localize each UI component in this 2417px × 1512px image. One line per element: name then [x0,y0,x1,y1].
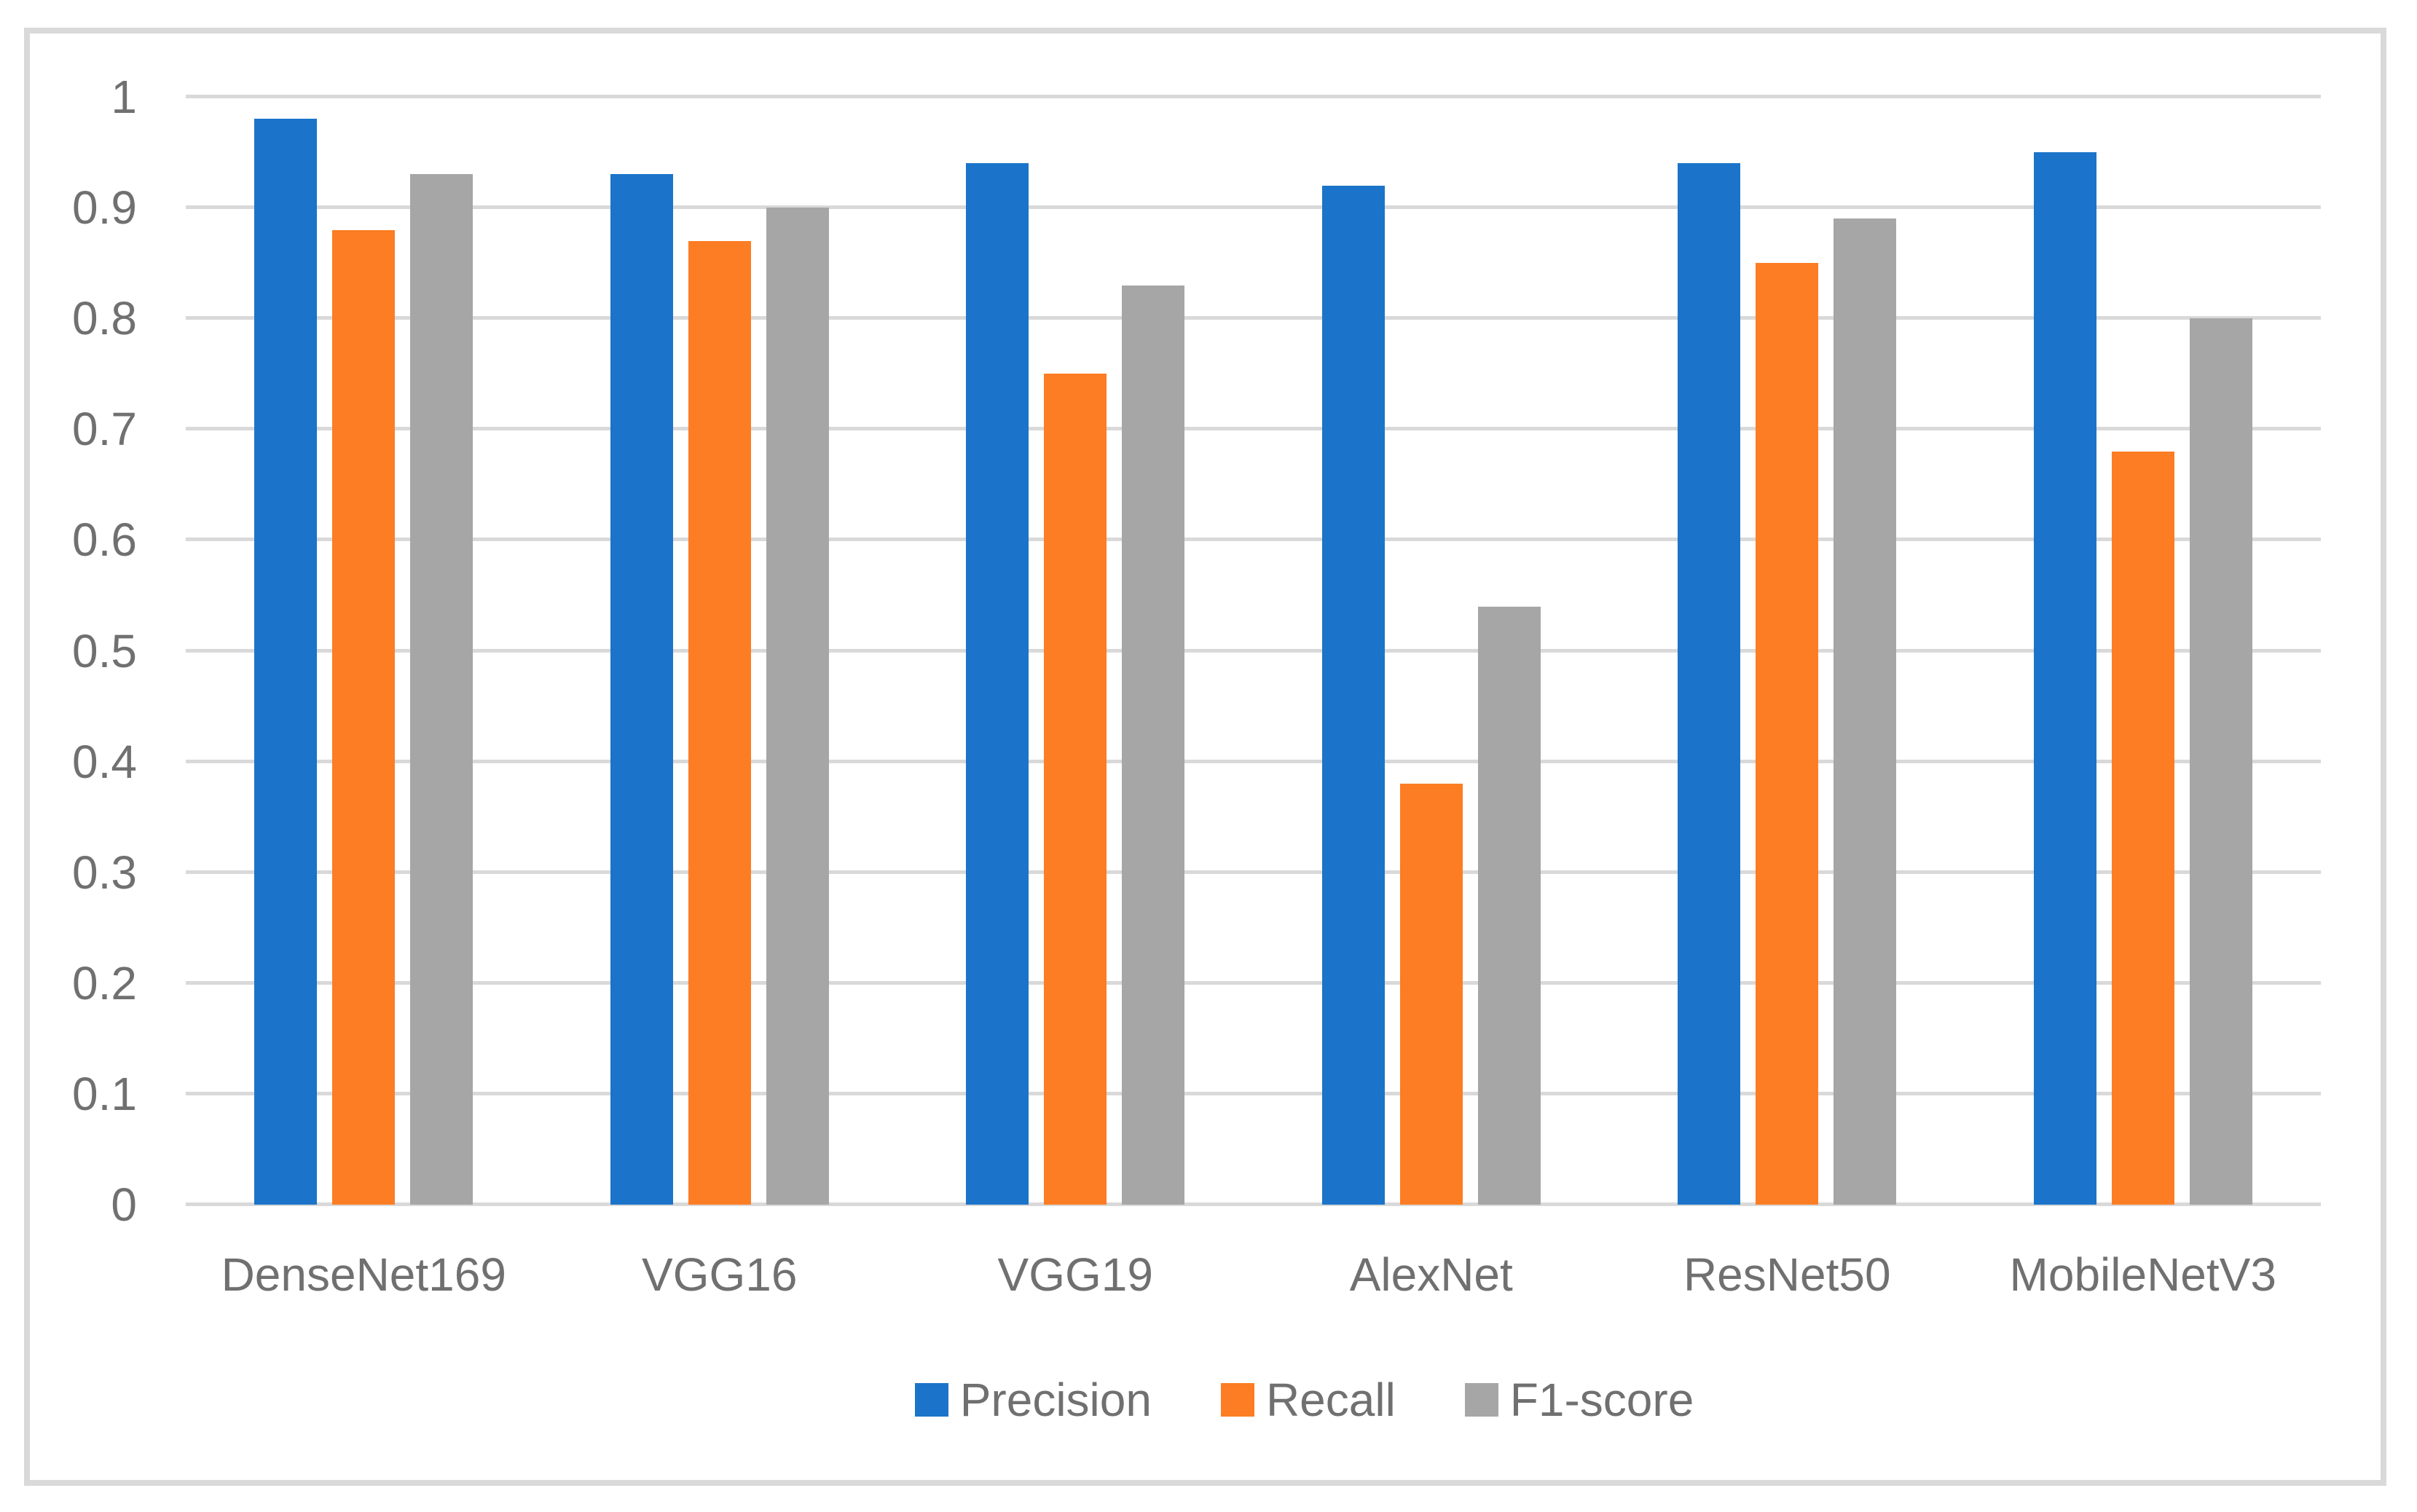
bar-group-MobileNetV3 [1965,97,2322,1205]
y-axis-label: 0.4 [72,735,137,788]
bar-recall-VGG19 [1044,374,1107,1205]
y-axis-label: 1 [111,71,137,123]
legend-label: F1-score [1509,1374,1694,1426]
bar-recall-MobileNetV3 [2111,451,2174,1205]
bar-f1-score-ResNet50 [1834,218,1897,1205]
legend-item-recall: Recall [1220,1374,1396,1426]
bar-group-VGG19 [897,97,1254,1205]
gridline [186,205,2321,210]
y-axis-label: 0.2 [72,956,137,1009]
x-axis-label-AlexNet: AlexNet [1349,1248,1513,1301]
x-axis-label-ResNet50: ResNet50 [1683,1248,1891,1301]
legend-label: Precision [959,1374,1152,1426]
bar-recall-AlexNet [1399,784,1463,1205]
y-axis-label: 0 [111,1178,137,1231]
bar-recall-VGG16 [688,240,751,1205]
bar-f1-score-DenseNet169 [410,174,473,1205]
gridline [186,759,2321,763]
gridline [186,980,2321,985]
legend-item-f1-score: F1-score [1464,1374,1694,1426]
bar-groups [186,97,2321,1205]
bar-precision-VGG16 [610,174,673,1205]
y-axis-label: 0.6 [72,513,137,567]
bar-f1-score-AlexNet [1477,606,1541,1205]
gridline [186,1091,2321,1095]
gridline [186,1202,2321,1206]
bar-precision-MobileNetV3 [2033,152,2096,1205]
gridline [186,648,2321,653]
gridline [186,870,2321,874]
y-axis: 1 0.9 0.8 0.7 0.6 0.5 0.4 0.3 0.2 0.1 0 [0,71,137,1231]
bar-group-ResNet50 [1609,97,1965,1205]
plot-area [186,95,2321,1206]
bar-group-AlexNet [1254,97,1610,1205]
legend-swatch-icon [1464,1383,1498,1417]
bar-recall-DenseNet169 [332,229,396,1205]
legend-item-precision: Precision [914,1374,1152,1426]
bar-precision-DenseNet169 [254,119,318,1205]
gridline [186,316,2321,320]
legend-swatch-icon [1220,1383,1254,1417]
legend-label: Recall [1265,1374,1396,1426]
y-axis-label: 0.5 [72,624,137,677]
y-axis-label: 0.9 [72,181,137,235]
gridline [186,95,2321,98]
bar-precision-AlexNet [1321,185,1385,1205]
legend: Precision Recall F1-score [186,1363,2321,1436]
bar-group-VGG16 [542,97,898,1205]
x-axis-label-VGG19: VGG19 [997,1248,1153,1301]
y-axis-label: 0.7 [72,403,137,456]
bar-precision-VGG19 [966,163,1029,1205]
gridline [186,427,2321,431]
gridline [186,538,2321,542]
y-axis-label: 0.3 [72,846,137,899]
legend-swatch-icon [914,1383,948,1417]
y-axis-label: 0.8 [72,292,137,345]
x-axis-label-MobileNetV3: MobileNetV3 [2009,1248,2276,1301]
bar-precision-ResNet50 [1678,163,1741,1205]
x-axis-label-VGG16: VGG16 [642,1248,798,1301]
y-axis-label: 0.1 [72,1067,137,1120]
bar-f1-score-MobileNetV3 [2189,318,2252,1205]
bar-recall-ResNet50 [1756,263,1819,1205]
bar-f1-score-VGG16 [766,208,829,1205]
x-axis-label-DenseNet169: DenseNet169 [221,1248,506,1301]
bar-f1-score-VGG19 [1122,285,1185,1205]
bar-group-DenseNet169 [186,97,542,1205]
x-axis: DenseNet169 VGG16 VGG19 AlexNet ResNet50 Mobi… [186,1231,2321,1318]
